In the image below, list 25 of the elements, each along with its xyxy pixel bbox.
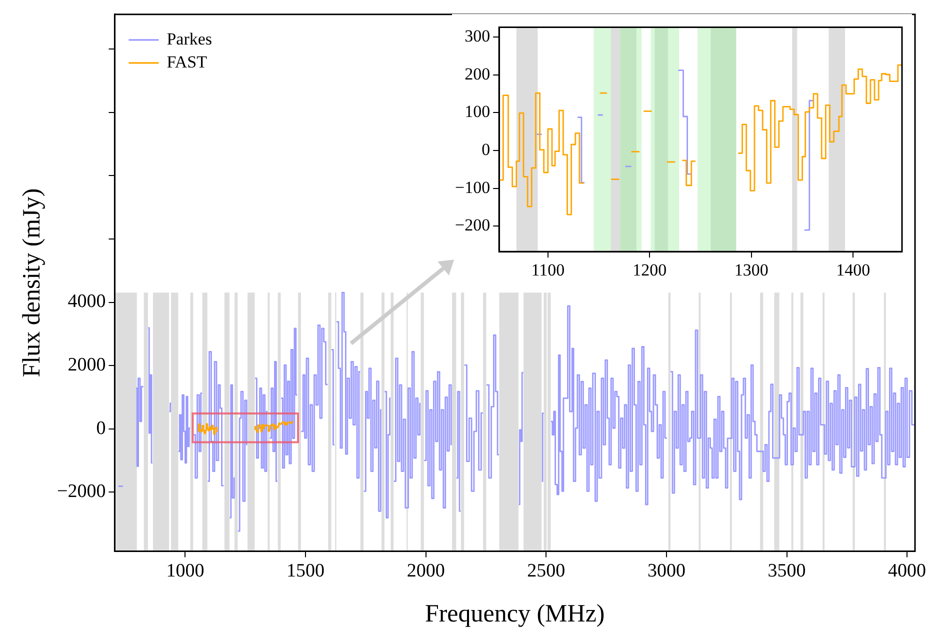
x-axis-title: Frequency (MHz) bbox=[424, 600, 605, 628]
x-tick-label: 1000 bbox=[166, 560, 204, 582]
x-tick-label: 1100 bbox=[531, 260, 565, 280]
x-tick-label: 2000 bbox=[406, 560, 445, 582]
y-tick-label: 200 bbox=[464, 64, 490, 84]
x-tick-label: 4000 bbox=[888, 560, 926, 582]
y-tick-label: 300 bbox=[464, 26, 490, 46]
x-tick-label: 1400 bbox=[836, 260, 870, 280]
x-tick-label: 3500 bbox=[768, 560, 806, 582]
y-axis-title: Flux density (mJy) bbox=[18, 188, 46, 378]
x-tick-label: 1500 bbox=[286, 560, 325, 582]
x-tick-label: 1300 bbox=[734, 260, 768, 280]
legend-label: FAST bbox=[166, 52, 208, 72]
y-tick-label: 0 bbox=[96, 418, 106, 439]
x-tick-label: 1200 bbox=[632, 260, 667, 280]
y-tick-label: −100 bbox=[454, 178, 490, 197]
y-tick-label: 4000 bbox=[68, 291, 106, 312]
x-tick-label: 2500 bbox=[527, 560, 566, 582]
legend-label: Parkes bbox=[166, 29, 212, 48]
y-tick-label: 2000 bbox=[68, 354, 106, 376]
x-tick-label: 3000 bbox=[647, 560, 686, 582]
y-tick-label: 100 bbox=[464, 102, 490, 122]
y-tick-label: −2000 bbox=[56, 481, 106, 502]
y-tick-label: 0 bbox=[482, 140, 490, 160]
y-tick-label: −200 bbox=[454, 216, 490, 235]
